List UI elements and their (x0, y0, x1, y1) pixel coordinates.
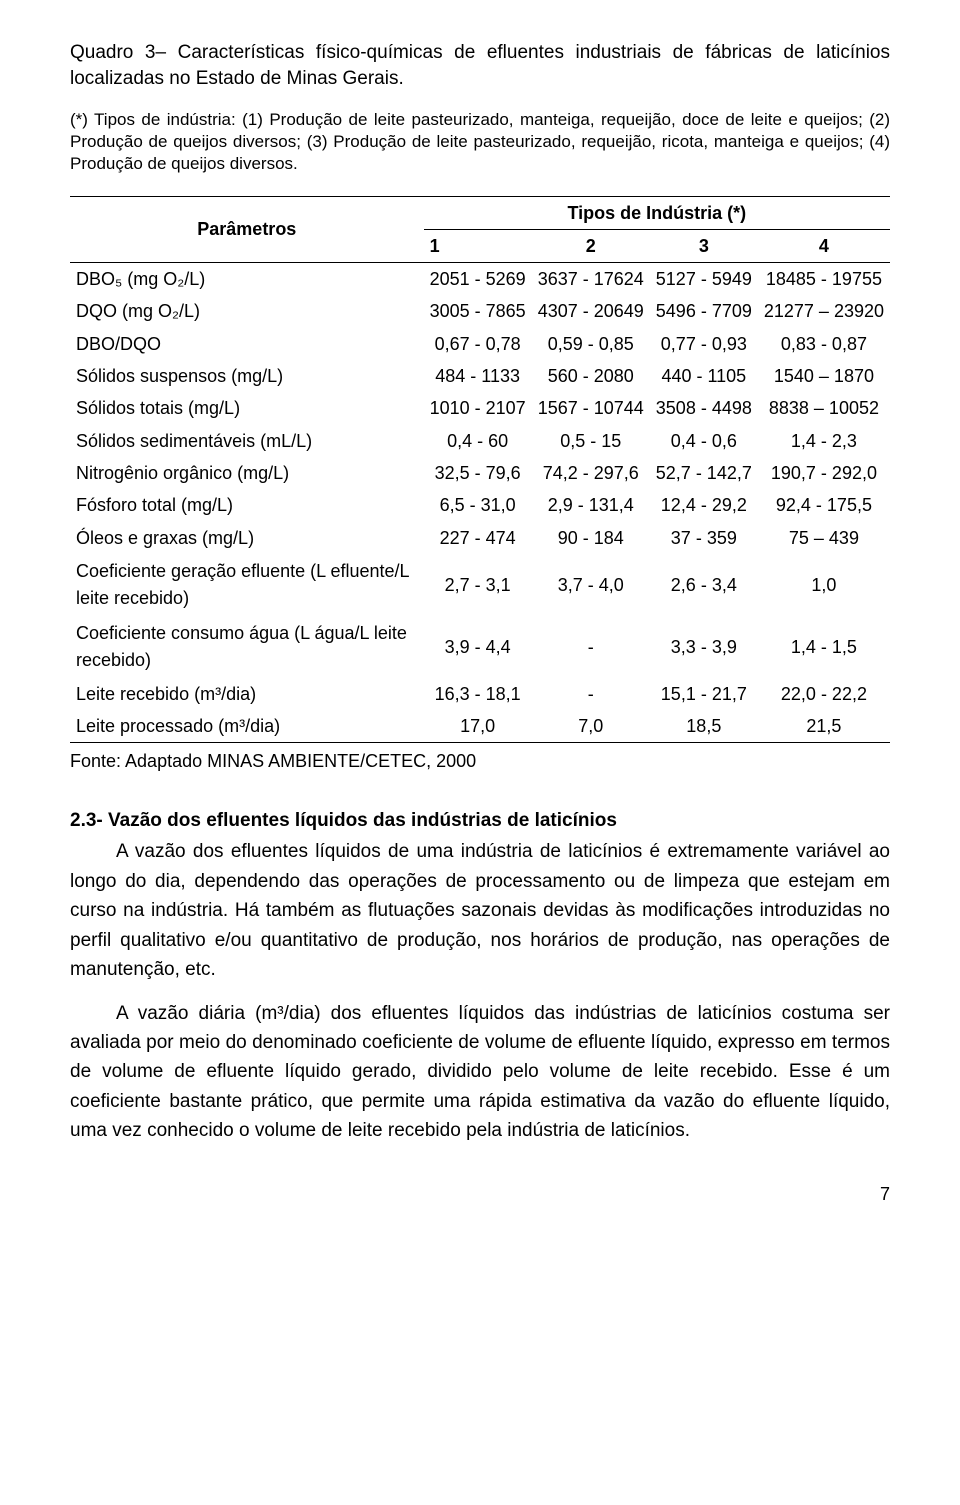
row-label: DBO₅ (mg O₂/L) (70, 263, 424, 296)
row-label: Leite recebido (m³/dia) (70, 678, 424, 710)
row-value: 15,1 - 21,7 (650, 678, 758, 710)
row-label: Coeficiente geração efluente (L efluente… (70, 554, 424, 616)
table-row: Óleos e graxas (mg/L)227 - 47490 - 18437… (70, 522, 890, 554)
row-value: 3,7 - 4,0 (532, 554, 650, 616)
row-value: 0,67 - 0,78 (424, 328, 532, 360)
table-row: Coeficiente consumo água (L água/L leite… (70, 616, 890, 678)
row-value: 3005 - 7865 (424, 295, 532, 327)
row-value: 1540 – 1870 (758, 360, 890, 392)
row-label: Óleos e graxas (mg/L) (70, 522, 424, 554)
row-value: 0,59 - 0,85 (532, 328, 650, 360)
row-value: 190,7 - 292,0 (758, 457, 890, 489)
row-value: - (532, 678, 650, 710)
table-row: DBO₅ (mg O₂/L)2051 - 52693637 - 17624512… (70, 263, 890, 296)
row-value: 3637 - 17624 (532, 263, 650, 296)
column-header-param: Parâmetros (70, 196, 424, 263)
row-value: 0,4 - 60 (424, 425, 532, 457)
row-value: 440 - 1105 (650, 360, 758, 392)
row-value: 2,6 - 3,4 (650, 554, 758, 616)
row-label: Sólidos suspensos (mg/L) (70, 360, 424, 392)
paragraph-1: A vazão dos efluentes líquidos de uma in… (70, 837, 890, 984)
table-row: Fósforo total (mg/L)6,5 - 31,02,9 - 131,… (70, 489, 890, 521)
row-value: 37 - 359 (650, 522, 758, 554)
row-value: 0,4 - 0,6 (650, 425, 758, 457)
table-row: Nitrogênio orgânico (mg/L)32,5 - 79,674,… (70, 457, 890, 489)
row-label: Nitrogênio orgânico (mg/L) (70, 457, 424, 489)
table-row: Leite processado (m³/dia)17,07,018,521,5 (70, 710, 890, 743)
row-value: 7,0 (532, 710, 650, 743)
row-value: 32,5 - 79,6 (424, 457, 532, 489)
row-label: Fósforo total (mg/L) (70, 489, 424, 521)
data-table: Parâmetros Tipos de Indústria (*) 1 2 3 … (70, 196, 890, 744)
row-value: 5496 - 7709 (650, 295, 758, 327)
row-value: 16,3 - 18,1 (424, 678, 532, 710)
table-body: DBO₅ (mg O₂/L)2051 - 52693637 - 17624512… (70, 263, 890, 743)
row-value: 4307 - 20649 (532, 295, 650, 327)
table-row: Sólidos sedimentáveis (mL/L)0,4 - 600,5 … (70, 425, 890, 457)
row-label: Coeficiente consumo água (L água/L leite… (70, 616, 424, 678)
section-heading: 2.3- Vazão dos efluentes líquidos das in… (70, 808, 890, 834)
paragraph-1-text: A vazão dos efluentes líquidos de uma in… (70, 841, 890, 980)
row-value: 3508 - 4498 (650, 392, 758, 424)
row-value: 484 - 1133 (424, 360, 532, 392)
row-value: - (532, 616, 650, 678)
column-header-3: 3 (650, 229, 758, 262)
row-value: 0,83 - 0,87 (758, 328, 890, 360)
row-label: DQO (mg O₂/L) (70, 295, 424, 327)
row-label: DBO/DQO (70, 328, 424, 360)
row-value: 3,9 - 4,4 (424, 616, 532, 678)
table-caption: Quadro 3– Características físico-química… (70, 40, 890, 91)
row-value: 2051 - 5269 (424, 263, 532, 296)
table-source: Fonte: Adaptado MINAS AMBIENTE/CETEC, 20… (70, 749, 890, 773)
table-footnote: (*) Tipos de indústria: (1) Produção de … (70, 109, 890, 175)
row-value: 2,9 - 131,4 (532, 489, 650, 521)
row-value: 1,4 - 2,3 (758, 425, 890, 457)
column-header-2: 2 (532, 229, 650, 262)
row-value: 3,3 - 3,9 (650, 616, 758, 678)
table-row: DBO/DQO0,67 - 0,780,59 - 0,850,77 - 0,93… (70, 328, 890, 360)
row-value: 12,4 - 29,2 (650, 489, 758, 521)
row-value: 0,77 - 0,93 (650, 328, 758, 360)
table-row: Coeficiente geração efluente (L efluente… (70, 554, 890, 616)
row-value: 92,4 - 175,5 (758, 489, 890, 521)
row-value: 21277 – 23920 (758, 295, 890, 327)
row-value: 560 - 2080 (532, 360, 650, 392)
row-value: 17,0 (424, 710, 532, 743)
row-value: 1567 - 10744 (532, 392, 650, 424)
row-value: 2,7 - 3,1 (424, 554, 532, 616)
row-value: 6,5 - 31,0 (424, 489, 532, 521)
table-row: Leite recebido (m³/dia)16,3 - 18,1-15,1 … (70, 678, 890, 710)
column-header-types: Tipos de Indústria (*) (424, 196, 890, 229)
row-value: 0,5 - 15 (532, 425, 650, 457)
row-value: 18485 - 19755 (758, 263, 890, 296)
row-label: Sólidos sedimentáveis (mL/L) (70, 425, 424, 457)
row-value: 1,4 - 1,5 (758, 616, 890, 678)
row-value: 52,7 - 142,7 (650, 457, 758, 489)
row-value: 18,5 (650, 710, 758, 743)
row-value: 74,2 - 297,6 (532, 457, 650, 489)
row-value: 22,0 - 22,2 (758, 678, 890, 710)
row-value: 21,5 (758, 710, 890, 743)
row-value: 1010 - 2107 (424, 392, 532, 424)
column-header-4: 4 (758, 229, 890, 262)
row-value: 5127 - 5949 (650, 263, 758, 296)
row-label: Sólidos totais (mg/L) (70, 392, 424, 424)
row-value: 227 - 474 (424, 522, 532, 554)
row-value: 1,0 (758, 554, 890, 616)
paragraph-2-text: A vazão diária (m³/dia) dos efluentes lí… (70, 1003, 890, 1142)
table-row: Sólidos totais (mg/L)1010 - 21071567 - 1… (70, 392, 890, 424)
table-row: DQO (mg O₂/L)3005 - 78654307 - 206495496… (70, 295, 890, 327)
row-value: 75 – 439 (758, 522, 890, 554)
column-header-1: 1 (424, 229, 532, 262)
row-value: 8838 – 10052 (758, 392, 890, 424)
table-row: Sólidos suspensos (mg/L)484 - 1133560 - … (70, 360, 890, 392)
page-number: 7 (70, 1182, 890, 1206)
row-label: Leite processado (m³/dia) (70, 710, 424, 743)
paragraph-2: A vazão diária (m³/dia) dos efluentes lí… (70, 999, 890, 1146)
row-value: 90 - 184 (532, 522, 650, 554)
